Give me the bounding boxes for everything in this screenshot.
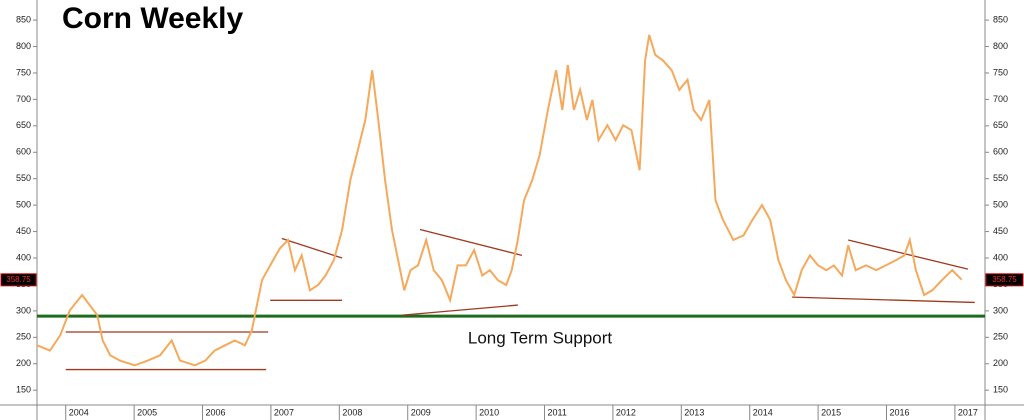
chart-title: Corn Weekly (62, 2, 243, 35)
trendline (281, 237, 343, 259)
x-tick-label: 2005 (137, 407, 157, 417)
y-tick-label: 650 (16, 120, 31, 130)
y-tick-label: 450 (993, 226, 1008, 236)
trendline (419, 228, 523, 257)
trendline (792, 296, 975, 304)
y-tick-label: 500 (16, 200, 31, 210)
y-tick-label: 300 (993, 305, 1008, 315)
y-tick-label: 750 (993, 67, 1008, 77)
x-tick-label: 2009 (411, 407, 431, 417)
y-tick-label: 650 (993, 120, 1008, 130)
y-tick-label: 550 (993, 173, 1008, 183)
y-tick-label: 500 (993, 200, 1008, 210)
y-tick-label: 150 (993, 385, 1008, 395)
x-tick-label: 2012 (616, 407, 636, 417)
y-tick-label: 850 (16, 14, 31, 24)
x-tick-label: 2004 (69, 407, 89, 417)
last-value-label: 358.75 (6, 275, 31, 284)
y-tick-label: 700 (993, 94, 1008, 104)
last-value-box (0, 273, 37, 287)
y-tick-label: 250 (16, 332, 31, 342)
last-value-label: 358.75 (992, 275, 1017, 284)
y-tick-label: 300 (16, 305, 31, 315)
y-tick-label: 600 (993, 147, 1008, 157)
x-tick-label: 2015 (821, 407, 841, 417)
annotation: Long Term Support (468, 328, 613, 347)
trendline (402, 304, 518, 316)
y-tick-label: 800 (993, 41, 1008, 51)
x-tick-label: 2010 (479, 407, 499, 417)
y-tick-label: 700 (16, 94, 31, 104)
x-tick-label: 2017 (958, 407, 978, 417)
price-line (36, 34, 963, 367)
last-value-box (985, 273, 1024, 287)
y-tick-label: 450 (16, 226, 31, 236)
x-tick-label: 2014 (753, 407, 773, 417)
x-tick-label: 2016 (890, 407, 910, 417)
x-tick-label: 2007 (274, 407, 294, 417)
y-tick-label: 200 (16, 358, 31, 368)
trendline (848, 239, 969, 270)
y-tick-label: 150 (16, 385, 31, 395)
y-tick-label: 400 (993, 252, 1008, 262)
x-tick-label: 2006 (206, 407, 226, 417)
x-tick-label: 2011 (548, 407, 567, 417)
x-tick-label: 2013 (684, 407, 704, 417)
y-tick-label: 850 (993, 14, 1008, 24)
y-tick-label: 200 (993, 358, 1008, 368)
y-tick-label: 800 (16, 41, 31, 51)
y-tick-label: 250 (993, 332, 1008, 342)
x-tick-label: 2008 (342, 407, 362, 417)
y-tick-label: 400 (16, 252, 31, 262)
y-tick-label: 550 (16, 173, 31, 183)
y-tick-label: 750 (16, 67, 31, 77)
y-tick-label: 600 (16, 147, 31, 157)
